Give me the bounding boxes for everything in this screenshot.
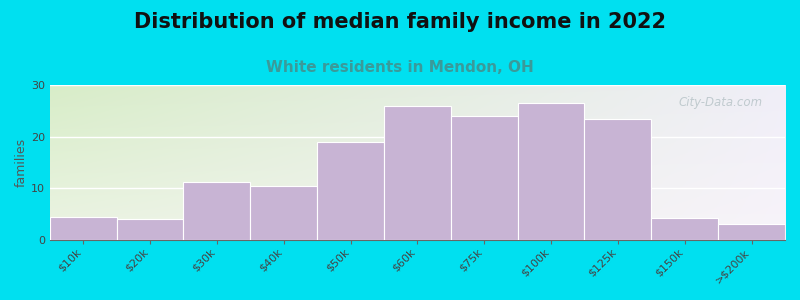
Bar: [50, 217, 117, 240]
Bar: [183, 182, 250, 240]
Bar: [518, 103, 585, 240]
Bar: [585, 118, 651, 240]
Bar: [117, 219, 183, 240]
Text: City-Data.com: City-Data.com: [679, 96, 763, 109]
Bar: [451, 116, 518, 240]
Text: Distribution of median family income in 2022: Distribution of median family income in …: [134, 12, 666, 32]
Bar: [384, 106, 451, 240]
Bar: [317, 142, 384, 240]
Y-axis label: families: families: [15, 138, 28, 187]
Bar: [651, 218, 718, 240]
Bar: [718, 224, 785, 240]
Bar: [250, 186, 317, 240]
Text: White residents in Mendon, OH: White residents in Mendon, OH: [266, 60, 534, 75]
